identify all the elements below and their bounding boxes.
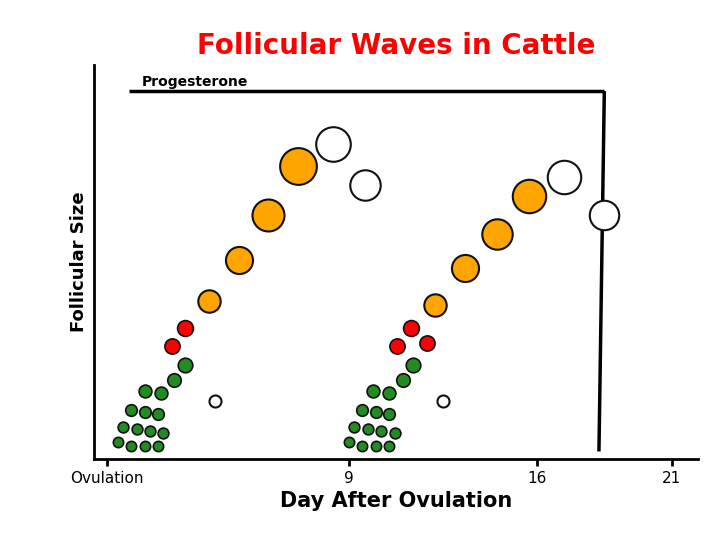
Text: Progesterone: Progesterone: [142, 75, 248, 89]
Point: [343, 438, 355, 447]
Point: [384, 410, 395, 418]
Point: [139, 408, 150, 416]
Point: [523, 192, 535, 200]
Point: [233, 256, 245, 265]
Point: [158, 428, 169, 437]
Point: [359, 180, 371, 189]
Point: [125, 442, 137, 450]
Point: [117, 423, 129, 431]
Point: [408, 361, 419, 369]
Point: [263, 211, 274, 219]
Point: [166, 342, 177, 350]
Point: [362, 424, 374, 433]
Point: [384, 389, 395, 397]
Point: [370, 408, 382, 416]
Point: [112, 438, 124, 447]
Point: [389, 428, 400, 437]
Point: [179, 361, 191, 369]
Point: [459, 263, 470, 272]
Point: [356, 442, 368, 450]
Point: [348, 423, 360, 431]
Point: [144, 427, 156, 435]
Title: Follicular Waves in Cattle: Follicular Waves in Cattle: [197, 32, 595, 60]
Point: [367, 387, 379, 396]
Point: [139, 442, 150, 450]
Point: [429, 301, 441, 309]
Point: [155, 389, 166, 397]
Point: [375, 427, 387, 435]
Point: [397, 376, 408, 384]
Point: [125, 406, 137, 415]
Point: [168, 376, 180, 384]
Point: [392, 342, 403, 350]
Point: [384, 442, 395, 450]
X-axis label: Day After Ovulation: Day After Ovulation: [280, 491, 512, 511]
Point: [139, 387, 150, 396]
Point: [292, 162, 304, 171]
Point: [153, 442, 164, 450]
Point: [356, 406, 368, 415]
Point: [491, 230, 503, 238]
Point: [405, 323, 417, 332]
Point: [421, 338, 433, 347]
Point: [370, 442, 382, 450]
Point: [598, 211, 610, 219]
Point: [209, 396, 220, 405]
Point: [131, 424, 143, 433]
Point: [437, 396, 449, 405]
Point: [204, 297, 215, 306]
Point: [558, 173, 570, 182]
Point: [327, 139, 338, 148]
Y-axis label: Follicular Size: Follicular Size: [70, 192, 88, 332]
Point: [153, 410, 164, 418]
Point: [179, 323, 191, 332]
